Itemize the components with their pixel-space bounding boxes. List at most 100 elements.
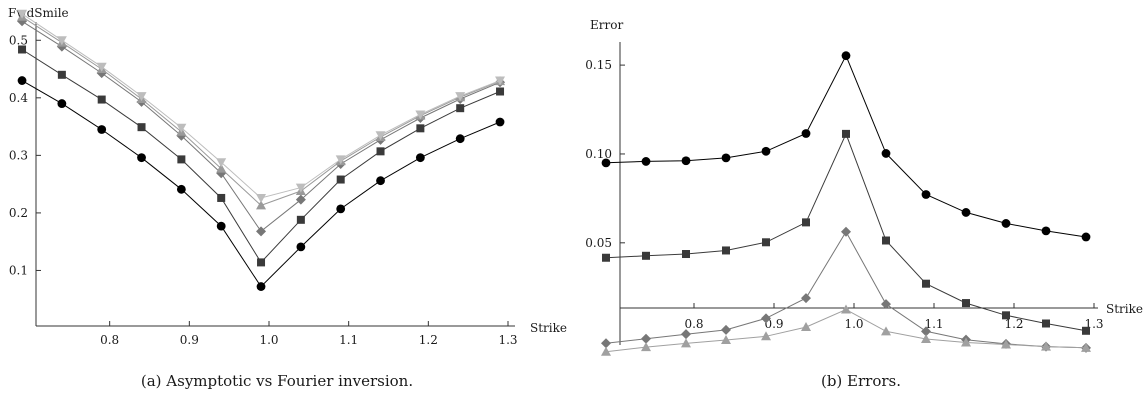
panel-a-point-triangle-up (216, 163, 227, 173)
panel-b-point-diamond (761, 313, 771, 324)
panel-a-series-circle (17, 76, 505, 291)
panel-b-point-square (922, 279, 930, 288)
panel-b-y-tick-label: 0.15 (585, 58, 612, 72)
panel-b-point-diamond (841, 226, 851, 237)
panel-b-point-square (722, 246, 730, 255)
panel-a-point-triangle-down (455, 92, 466, 102)
panel-b-point-square (1002, 311, 1010, 320)
panel-a-point-triangle-down (96, 62, 107, 72)
panel-b-point-square (882, 236, 890, 245)
panel-a-point-triangle-down (216, 158, 227, 168)
panel-b-point-circle (801, 129, 811, 138)
panel-b-point-diamond (601, 338, 611, 349)
panel-a-point-circle (455, 134, 465, 144)
panel-a-point-circle (415, 153, 425, 163)
panel-a-point-square (456, 104, 465, 113)
panel-a-point-triangle-down (176, 123, 187, 133)
panel-b-point-triangle-up (681, 338, 691, 348)
panel-b-series-diamond (601, 226, 1091, 353)
panel-b-point-square (682, 250, 690, 259)
panel-b-point-square (602, 253, 610, 262)
panel-a-point-square (57, 70, 66, 79)
panel-a-y-tick-label: 0.5 (9, 33, 28, 47)
panel-a-x-tick-label: 1.0 (259, 333, 278, 347)
panel-a-point-circle (97, 125, 107, 134)
panel-a-chart: FwdSmile Strike 0.8 0.9 1.0 1.1 1.2 1.3 0.10.… (8, 6, 567, 390)
panel-b-point-square (762, 238, 770, 247)
panel-b-y-axis-label: Error (590, 18, 623, 32)
panel-a-point-square (416, 124, 425, 133)
panel-b-point-triangle-up (601, 346, 611, 356)
panel-a-point-square (296, 215, 305, 224)
panel-b-series-square (602, 129, 1090, 335)
panel-a-caption: (a) Asymptotic vs Fourier inversion. (141, 372, 413, 390)
panel-b-point-circle (961, 208, 971, 217)
panel-a-point-circle (57, 99, 67, 108)
panel-b-point-circle (1041, 226, 1051, 236)
panel-b-series-triangle-up (601, 304, 1091, 356)
panel-b-point-triangle-up (881, 326, 891, 336)
panel-a-point-triangle-up (256, 200, 267, 210)
panel-a-point-square (496, 87, 505, 96)
panel-a-point-diamond (256, 226, 267, 237)
panel-b-point-circle (881, 149, 891, 158)
panel-b-x-tick-label: 1.2 (1004, 317, 1023, 331)
panel-b-series-circle (601, 51, 1091, 242)
panel-a-point-circle (137, 153, 146, 163)
panel-a-point-circle (495, 117, 505, 127)
panel-b-point-triangle-up (761, 331, 771, 341)
panel-a-series-triangle-up (17, 11, 506, 210)
panel-b-series-line-circle (605, 54, 1087, 238)
panel-a-x-tick-label: 0.8 (100, 333, 119, 347)
panel-b-point-triangle-up (841, 304, 851, 314)
panel-b-series (601, 51, 1091, 356)
panel-a-point-triangle-down (136, 92, 147, 102)
panel-b-point-square (642, 251, 650, 260)
panel-a-series-square (18, 45, 505, 267)
panel-b-point-circle (721, 153, 731, 163)
panel-a-point-square (257, 258, 266, 267)
panel-a-x-tick-label: 1.2 (419, 333, 438, 347)
panel-a-x-tick-label: 0.9 (180, 333, 199, 347)
panel-b-y-ticks: 0.05 0.10 0.15 (585, 58, 625, 250)
panel-b-point-triangle-up (721, 335, 731, 345)
panel-b-point-triangle-up (641, 342, 651, 352)
panel-a-x-tick-label: 1.1 (339, 333, 358, 347)
panel-b-point-triangle-up (961, 337, 971, 347)
panel-a-series-line-triangle-down (21, 13, 501, 199)
panel-a-y-tick-label: 0.4 (9, 91, 28, 105)
panel-b-point-square (962, 299, 970, 308)
panel-b-point-circle (641, 157, 651, 166)
panel-a-point-square (376, 147, 385, 156)
panel-b-caption: (b) Errors. (821, 372, 901, 390)
panel-a-point-square (217, 193, 226, 202)
panel-b-point-triangle-up (1041, 341, 1051, 351)
panel-a-point-diamond (295, 194, 306, 205)
panel-a-point-circle (216, 221, 226, 231)
panel-a-x-tick-label: 1.3 (498, 333, 517, 347)
panel-b-x-ticks: 0.8 0.9 1.0 1.1 1.2 1.3 (684, 303, 1104, 331)
panel-b-point-triangle-up (1001, 339, 1011, 349)
panel-b-x-tick-label: 1.1 (924, 317, 943, 331)
panel-b-point-square (842, 129, 850, 138)
panel-a-point-circle (17, 76, 27, 85)
panel-a-point-triangle-down (56, 36, 67, 46)
panel-a-point-circle (176, 184, 186, 194)
panel-b-point-triangle-up (801, 322, 811, 332)
panel-a-series-triangle-down (17, 9, 506, 203)
panel-b-point-circle (921, 190, 931, 199)
panel-b-x-tick-label: 1.0 (844, 317, 863, 331)
panel-b-point-diamond (881, 299, 891, 310)
panel-b-point-square (1042, 319, 1050, 328)
panel-a-y-tick-label: 0.3 (9, 148, 28, 162)
panel-a-point-triangle-down (256, 193, 267, 203)
panel-a-point-triangle-down (295, 183, 306, 193)
panel-a-point-circle (256, 282, 266, 291)
panel-b-chart: Error Strike 0.8 0.9 1.0 1.1 1.2 1.3 0.050.10… (585, 18, 1143, 390)
panel-a-point-square (336, 175, 345, 184)
panel-b-point-diamond (721, 324, 731, 335)
panel-b-y-tick-label: 0.05 (585, 236, 612, 250)
panel-a-point-circle (296, 242, 306, 252)
panel-b-x-tick-label: 0.8 (684, 317, 703, 331)
